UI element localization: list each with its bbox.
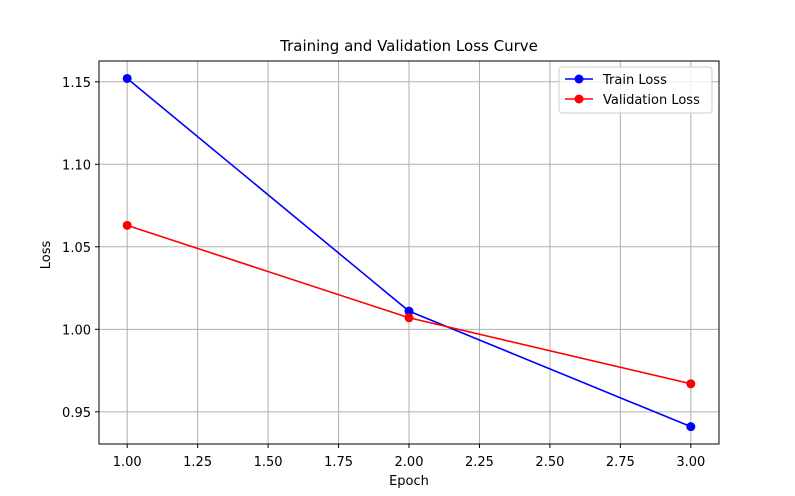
validation-loss-point [404, 313, 414, 323]
grid-lines [99, 61, 719, 444]
train-loss-point [686, 422, 696, 432]
x-tick-label: 1.25 [183, 455, 212, 470]
y-tick-label: 1.15 [62, 76, 91, 91]
y-tick-label: 1.10 [62, 158, 91, 173]
x-tick-label: 1.00 [113, 455, 142, 470]
x-tick-label: 2.00 [395, 455, 424, 470]
x-tick-label: 1.50 [254, 455, 283, 470]
validation-loss-point [686, 379, 696, 389]
x-axis-title: Epoch [389, 474, 429, 489]
x-tick-label: 2.75 [606, 455, 635, 470]
x-tick-label: 1.75 [324, 455, 353, 470]
train-loss-legend-label: Train Loss [602, 73, 667, 88]
x-tick-label: 3.00 [676, 455, 705, 470]
validation-loss-legend-label: Validation Loss [603, 93, 700, 108]
legend-box [558, 66, 713, 114]
x-tick-label: 2.25 [465, 455, 494, 470]
chart-title: Training and Validation Loss Curve [279, 37, 538, 55]
series-lines [122, 73, 696, 432]
x-tick-label: 2.50 [535, 455, 564, 470]
train-loss-point [404, 306, 414, 316]
train-loss-point [122, 73, 132, 83]
axis-ticks: 1.00 1.25 1.50 1.75 2.00 2.25 2.50 2.75 3.00 0.95… [62, 76, 705, 470]
validation-loss-legend-marker [574, 94, 584, 104]
y-tick-label: 1.05 [62, 241, 91, 256]
y-axis-title: Loss [39, 241, 54, 270]
legend: Train Loss Validation Loss [558, 66, 713, 114]
validation-loss-point [122, 220, 132, 230]
y-tick-label: 0.95 [62, 406, 91, 421]
y-tick-label: 1.00 [62, 323, 91, 338]
train-loss-legend-marker [574, 74, 584, 84]
